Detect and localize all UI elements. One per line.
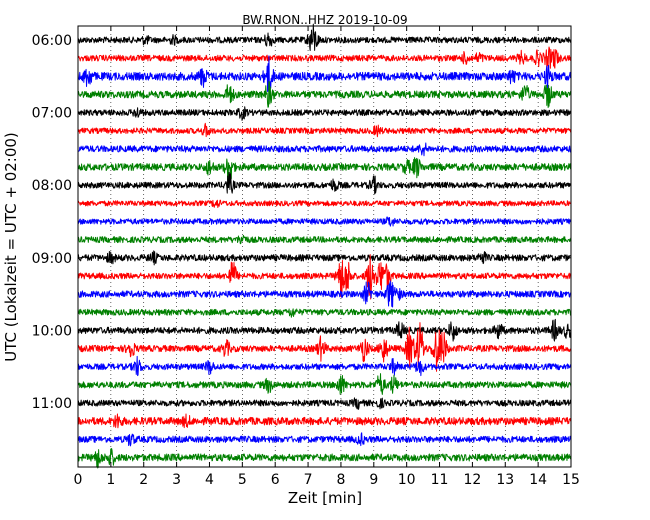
trace-1030 (77, 355, 572, 377)
x-tick-labels: 0 1 2 3 4 5 6 7 8 9 10 11 12 13 14 15 (74, 472, 580, 488)
y-tick-label-1000: 10:00 (32, 323, 72, 339)
trace-0615 (77, 46, 572, 69)
trace-0830 (77, 216, 572, 227)
trace-0600 (77, 23, 572, 51)
ticks (77, 26, 572, 467)
x-tick-label-0: 0 (74, 472, 83, 488)
x-tick-label-14: 14 (529, 472, 547, 488)
y-tick-label-0800: 08:00 (32, 178, 72, 194)
x-tick-label-6: 6 (271, 472, 280, 488)
trace-0745 (77, 157, 572, 181)
x-tick-label-7: 7 (304, 472, 313, 488)
y-tick-label-1100: 11:00 (32, 396, 72, 412)
x-axis-label: Zeit [min] (288, 489, 362, 507)
trace-1045 (77, 373, 572, 395)
trace-0815 (77, 199, 572, 208)
chart-title: BW.RNON..HHZ 2019-10-09 (242, 13, 407, 27)
x-tick-label-15: 15 (562, 472, 580, 488)
trace-1000 (77, 318, 572, 342)
trace-0630 (77, 55, 572, 95)
trace-0700 (77, 106, 572, 121)
y-axis-label: UTC (Lokalzeit = UTC + 02:00) (2, 132, 20, 362)
trace-0915 (77, 254, 572, 300)
x-tick-label-12: 12 (463, 472, 481, 488)
trace-0930 (77, 280, 572, 308)
plot-frame (77, 25, 572, 468)
y-tick-label-0600: 06:00 (32, 33, 72, 49)
x-tick-label-13: 13 (496, 472, 514, 488)
trace-1115 (77, 413, 572, 429)
trace-0715 (77, 122, 572, 138)
x-tick-label-4: 4 (205, 472, 214, 488)
x-tick-label-5: 5 (238, 472, 247, 488)
trace-1145 (77, 447, 572, 469)
trace-0800 (77, 171, 572, 195)
trace-1100 (77, 397, 572, 410)
x-tick-label-1: 1 (106, 472, 115, 488)
x-tick-label-10: 10 (398, 472, 416, 488)
y-tick-label-0900: 09:00 (32, 251, 72, 267)
traces (77, 23, 572, 469)
x-tick-label-11: 11 (431, 472, 449, 488)
x-tick-label-9: 9 (369, 472, 378, 488)
y-tick-labels: 06:00 07:00 08:00 09:00 10:00 11:00 (32, 33, 72, 412)
x-tick-label-3: 3 (172, 472, 181, 488)
trace-0645 (77, 80, 572, 109)
x-tick-label-2: 2 (139, 472, 148, 488)
trace-0945 (77, 308, 572, 318)
trace-0900 (77, 250, 572, 266)
x-tick-label-8: 8 (336, 472, 345, 488)
trace-1015 (77, 322, 572, 372)
grid-lines (110, 26, 539, 467)
trace-1130 (77, 432, 572, 447)
trace-0730 (77, 142, 572, 157)
trace-0845 (77, 234, 572, 245)
y-tick-label-0700: 07:00 (32, 106, 72, 122)
